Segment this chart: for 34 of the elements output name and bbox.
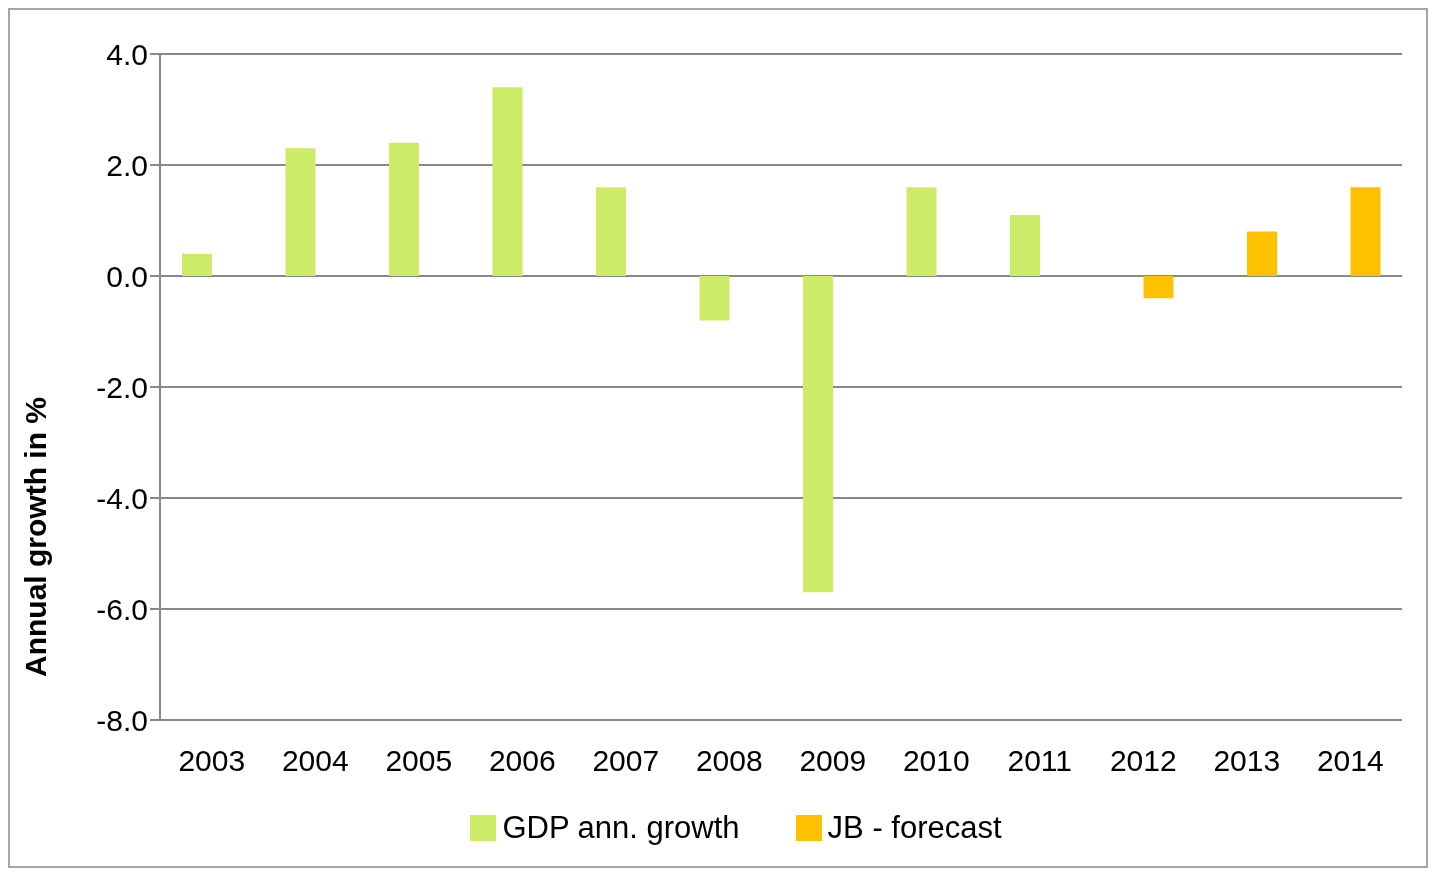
legend-label: GDP ann. growth	[502, 810, 740, 846]
bar	[182, 253, 212, 276]
y-tick-label: -2.0	[96, 370, 148, 404]
x-tick-label: 2011	[1007, 744, 1073, 778]
x-tick-label: 2010	[902, 744, 970, 778]
bar	[699, 276, 730, 321]
x-tick-label: 2012	[1109, 744, 1177, 778]
x-tick-label: 2003	[178, 744, 246, 778]
x-tick-label: 2004	[281, 744, 349, 778]
bar	[906, 187, 937, 276]
bar	[285, 148, 316, 276]
y-tick-label: 0.0	[106, 259, 148, 293]
y-tick-label: 2.0	[106, 148, 148, 182]
bar	[492, 87, 523, 276]
x-tick-label: 2006	[488, 744, 556, 778]
y-tick-label: 4.0	[106, 37, 148, 71]
bar	[1350, 187, 1381, 276]
bar	[1010, 214, 1040, 276]
x-tick-label: 2014	[1316, 744, 1384, 778]
bar	[1247, 231, 1277, 276]
y-tick-label: -4.0	[96, 481, 148, 515]
x-tick-label: 2008	[695, 744, 763, 778]
y-tick-label: -6.0	[96, 592, 148, 626]
legend-label: JB - forecast	[827, 810, 1002, 846]
bar	[389, 142, 419, 276]
bar	[803, 276, 833, 593]
x-tick-label: 2013	[1213, 744, 1281, 778]
bar	[1143, 276, 1174, 299]
x-tick-label: 2007	[592, 744, 660, 778]
bar	[596, 187, 626, 276]
y-axis-title: Annual growth in %	[18, 397, 52, 677]
x-tick-label: 2005	[385, 744, 453, 778]
y-tick-label: -8.0	[96, 703, 148, 737]
x-tick-label: 2009	[799, 744, 867, 778]
